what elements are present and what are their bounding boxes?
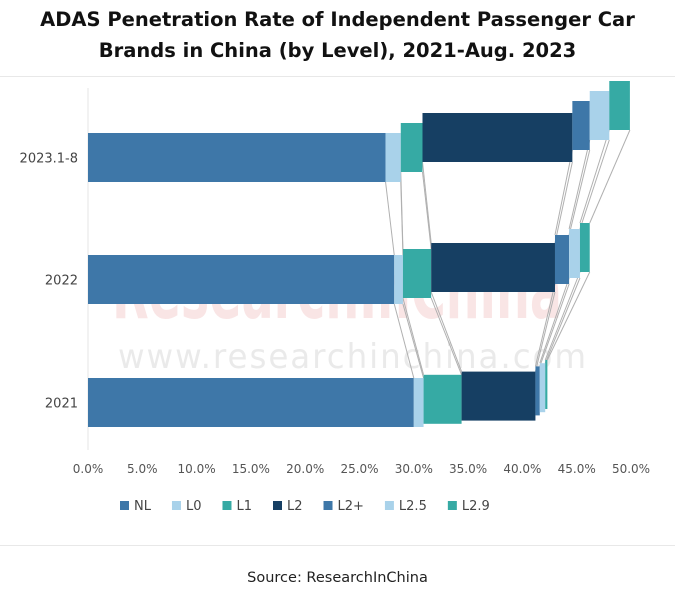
bar-l2-1 [431, 243, 555, 292]
connector-0-1-0 [385, 181, 395, 256]
connector-1-1-0 [393, 303, 415, 379]
x-tick-10: 50.0% [612, 462, 650, 476]
connector-0-4-1 [568, 149, 591, 236]
bar-l0-1 [394, 255, 403, 304]
legend-label-l2: L2 [287, 499, 303, 514]
category-label-2: 2021 [45, 397, 78, 412]
bar-l2--2 [535, 366, 540, 416]
bar-nl-1 [88, 255, 395, 304]
x-tick-4: 20.0% [286, 462, 324, 476]
x-tick-7: 35.0% [449, 462, 487, 476]
connector-1-2-0 [402, 297, 425, 375]
legend-label-l2-: L2+ [338, 499, 364, 514]
connector-1-6-1 [546, 271, 591, 361]
bar-l1-2 [423, 374, 462, 424]
connector-0-2-0 [400, 171, 404, 250]
chart-title-line-1: ADAS Penetration Rate of Independent Pas… [40, 8, 635, 31]
x-tick-6: 30.0% [395, 462, 433, 476]
bar-l2-5-2 [539, 363, 546, 413]
legend-swatch-nl [120, 501, 129, 510]
connector-1-4-1 [539, 283, 570, 367]
bars [88, 81, 630, 427]
x-tick-5: 25.0% [340, 462, 378, 476]
legend-label-l2-9: L2.9 [462, 499, 490, 514]
source-divider [0, 545, 675, 546]
connector-lines [385, 129, 631, 379]
x-tick-8: 40.0% [503, 462, 541, 476]
category-label-0: 2023.1-8 [20, 152, 78, 167]
category-labels: 2023.1-8 2022 2021 [20, 152, 78, 412]
legend-swatch-l2- [323, 501, 333, 510]
chart-title-line-2: Brands in China (by Level), 2021-Aug. 20… [98, 39, 577, 62]
bar-l2-9-2 [545, 360, 548, 409]
connector-0-6-0 [579, 129, 610, 224]
connector-1-2-1 [430, 297, 463, 375]
legend-swatch-l0 [171, 501, 181, 510]
bar-l2-2 [461, 371, 536, 421]
category-label-1: 2022 [45, 274, 78, 289]
legend-label-l2-5: L2.5 [399, 499, 427, 514]
bar-l0-2 [413, 378, 424, 427]
x-tick-0: 0.0% [73, 462, 104, 476]
connector-0-3-1 [554, 161, 573, 244]
legend-label-nl: NL [134, 499, 152, 514]
bar-nl-0 [88, 133, 386, 182]
bar-l1-0 [400, 123, 423, 172]
connector-1-3-1 [534, 291, 556, 372]
connector-1-1-1 [402, 303, 425, 379]
legend-swatch-l2-9 [447, 501, 457, 510]
x-tick-9: 45.0% [558, 462, 596, 476]
bar-l2--1 [554, 235, 570, 284]
connector-1-5-0 [539, 277, 570, 364]
bar-l2-9-0 [609, 81, 630, 130]
legend-swatch-l2 [273, 501, 282, 510]
bar-l2-0 [422, 113, 573, 162]
connector-1-4-0 [534, 283, 556, 367]
x-axis-ticks: 0.0% 5.0% 10.0% 15.0% 20.0% 25.0% 30.0% 35.0% 40… [73, 462, 650, 476]
connector-0-3-0 [421, 161, 432, 244]
bar-nl-2 [88, 378, 414, 427]
legend-label-l1: L1 [236, 499, 252, 514]
legend-swatch-l2-5 [384, 501, 394, 510]
connector-1-6-0 [544, 271, 581, 361]
legend: NL L0 L1 L2 L2+ L2.5 L2.9 [120, 499, 490, 514]
bar-l0-0 [385, 133, 401, 182]
bar-l1-1 [402, 249, 432, 298]
chart-title: ADAS Penetration Rate of Independent Pas… [0, 4, 675, 66]
connector-0-5-0 [568, 139, 591, 230]
legend-label-l0: L0 [186, 499, 202, 514]
connector-0-4-0 [554, 149, 573, 236]
source-note: Source: ResearchInChina [247, 570, 428, 586]
x-tick-3: 15.0% [232, 462, 270, 476]
legend-swatch-l1 [222, 501, 232, 510]
watermark-url-text: www.researchinchina.com [118, 337, 588, 377]
connector-0-2-1 [421, 171, 432, 250]
connector-1-5-1 [544, 277, 581, 364]
bar-l2--0 [572, 101, 590, 150]
bar-l2-5-1 [569, 229, 580, 278]
x-tick-2: 10.0% [178, 462, 216, 476]
title-divider [0, 76, 675, 77]
bar-l2-9-1 [579, 223, 590, 272]
connector-0-5-1 [579, 139, 610, 230]
stacked-bar-chart: ResearchInChina www.researchinchina.com … [20, 81, 650, 514]
bar-l2-5-0 [589, 91, 610, 140]
connector-0-6-1 [589, 129, 631, 224]
connector-1-3-0 [430, 291, 463, 372]
x-tick-1: 5.0% [127, 462, 158, 476]
